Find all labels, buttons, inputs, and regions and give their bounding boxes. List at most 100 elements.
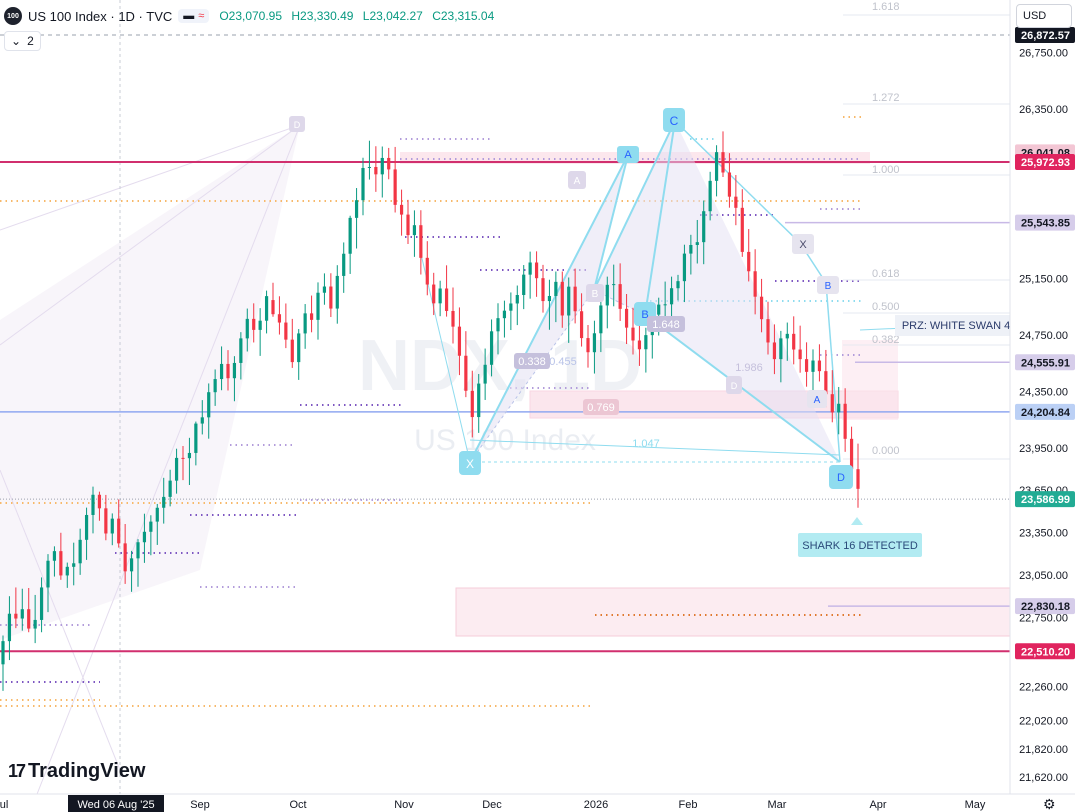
candle <box>200 400 204 435</box>
candle-body <box>669 288 674 305</box>
indicators-toggle-button[interactable]: ⌄ 2 <box>4 31 41 51</box>
candle <box>747 229 751 282</box>
candle-body <box>798 349 802 360</box>
currency-selector[interactable]: USD <box>1016 4 1072 28</box>
candle <box>843 388 847 452</box>
candle-body <box>663 304 667 306</box>
old-pattern-d2-marker <box>726 376 742 394</box>
candle-body <box>714 152 719 181</box>
candle-body <box>830 394 834 413</box>
candle <box>123 524 127 584</box>
compare-chip[interactable]: ▬ ≈ <box>178 9 210 23</box>
candle <box>14 587 18 629</box>
tradingview-mark-icon: 17 <box>8 761 26 781</box>
candle <box>361 157 365 216</box>
price-tag-bg <box>1015 26 1075 43</box>
pattern-point-c-label: C <box>670 114 679 128</box>
candle-body <box>605 284 609 306</box>
candle-body <box>1 641 5 665</box>
candle <box>232 356 237 402</box>
candle-body <box>39 587 44 620</box>
candle <box>547 279 552 330</box>
candle <box>444 265 449 317</box>
candle <box>59 532 63 580</box>
shark-detected-box[interactable] <box>798 533 922 557</box>
wave-icon: ≈ <box>198 10 205 22</box>
ratio-0338: 0.338 <box>518 356 546 368</box>
x-tick-label: Apr <box>869 799 886 811</box>
time-axis[interactable]: ul Wed 06 Aug '25 Sep Oct Nov Dec 2026 Feb Mar Ap… <box>0 793 1075 812</box>
candle <box>117 499 121 548</box>
candle <box>258 308 262 356</box>
fib-label-0500: 0.500 <box>872 301 900 313</box>
candle-body <box>136 542 140 559</box>
candle-body <box>419 225 423 258</box>
candle <box>541 264 545 313</box>
candle <box>708 171 712 221</box>
candle <box>91 486 95 534</box>
candle <box>72 542 76 586</box>
pattern-point-a-label: A <box>624 149 632 161</box>
candle <box>483 348 487 400</box>
candle <box>136 539 140 587</box>
candle-body <box>110 518 114 534</box>
candle-body <box>779 338 783 360</box>
candle-body <box>380 157 384 175</box>
symbol-legend[interactable]: 100 US 100 Index · 1D · TVC ▬ ≈ O23,070.… <box>4 6 500 26</box>
candle-body <box>367 166 372 168</box>
ohlc-values: O23,070.95 H23,330.49 L23,042.27 C23,315… <box>219 9 500 23</box>
candle-body <box>637 340 642 350</box>
minus-icon: ▬ <box>183 10 195 22</box>
symbol-title[interactable]: US 100 Index · 1D · TVC <box>28 8 173 24</box>
candle <box>509 292 513 331</box>
ratio-1986: 1.986 <box>735 362 763 374</box>
candle-body <box>271 300 275 315</box>
y-tick-label: 23,350.00 <box>1019 528 1068 540</box>
candle <box>689 234 693 275</box>
price-tag-label: 24,555.91 <box>1021 357 1070 369</box>
old-pattern-d2-label: D <box>731 381 738 391</box>
candle <box>579 293 584 347</box>
candle-body <box>837 403 841 413</box>
candle-body <box>277 314 282 323</box>
candle-body <box>412 225 417 236</box>
candle <box>792 316 796 365</box>
candle-body <box>766 319 770 343</box>
prz-label-box[interactable] <box>895 315 1017 336</box>
candle-body <box>695 242 699 245</box>
candle-body <box>470 390 474 418</box>
ratio-0769: 0.769 <box>587 402 615 414</box>
price-axis[interactable]: 27,000.0026,750.0026,350.0025,150.0024,7… <box>1009 0 1075 794</box>
y-tick-label: 23,050.00 <box>1019 570 1068 582</box>
settings-gear-icon[interactable]: ⚙ <box>1043 796 1056 812</box>
candle-body <box>554 281 558 296</box>
x-tick-label: Feb <box>679 799 698 811</box>
price-tag: 25,543.85 <box>1015 214 1075 231</box>
price-tag: 23,586.99 <box>1015 491 1075 508</box>
price-tag-bg <box>1015 643 1075 660</box>
candle-body <box>483 364 487 384</box>
tradingview-logo[interactable]: 17 TradingView <box>8 760 145 783</box>
candle-body <box>817 360 822 372</box>
candle <box>65 562 69 588</box>
candle <box>785 322 789 361</box>
x-tick-label: ul <box>0 799 8 811</box>
candle-body <box>335 275 339 309</box>
candle <box>560 271 564 328</box>
candle <box>219 346 224 391</box>
candle <box>759 278 764 333</box>
candle <box>1 635 5 691</box>
candle-body <box>117 518 121 544</box>
candle-body <box>20 609 24 619</box>
candle <box>432 272 436 316</box>
candle <box>322 273 327 305</box>
ohlc-high: H23,330.49 <box>291 9 354 23</box>
y-tick-label: 26,750.00 <box>1019 47 1068 59</box>
ratio-1648-badge <box>647 316 685 332</box>
candle-body <box>65 566 69 576</box>
candle <box>27 588 31 633</box>
candle-body <box>232 362 237 379</box>
candle-body <box>245 318 249 339</box>
candle-body <box>824 371 828 395</box>
